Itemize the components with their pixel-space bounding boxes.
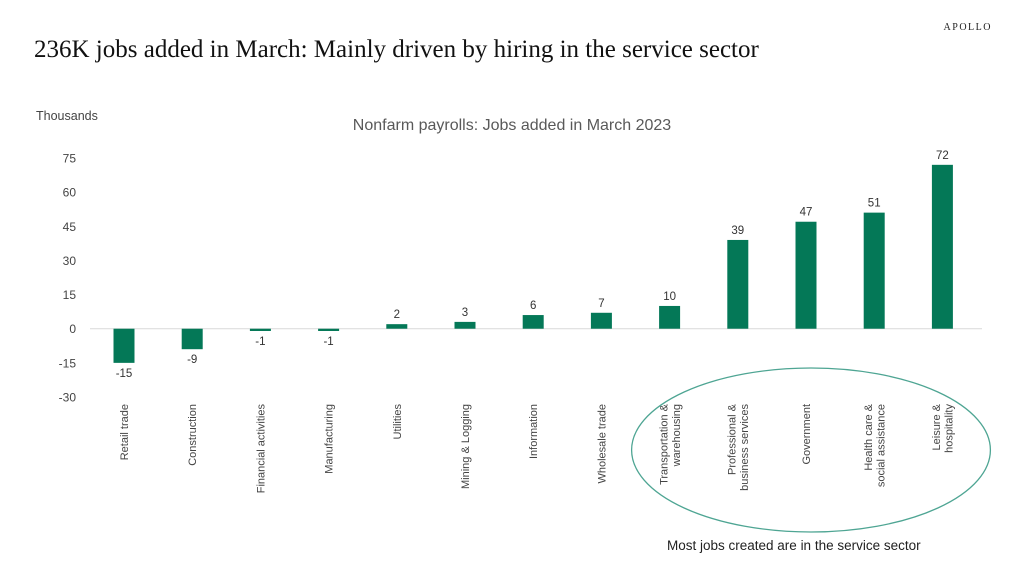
y-tick-label: 60: [63, 186, 77, 200]
x-tick-label: Retail trade: [119, 404, 131, 460]
bar-transportation-warehousing: [659, 305, 681, 329]
data-label: 51: [868, 198, 881, 210]
x-tick-label-line: Transportation &: [658, 403, 670, 485]
y-axis: 75 60 45 30 15 0 -15 -30: [59, 152, 77, 405]
x-tick-label-line: Professional &: [727, 403, 739, 475]
x-tick-label: Government: [801, 404, 813, 465]
x-tick-label: Leisure & hospitality: [931, 403, 956, 453]
y-tick-label: 15: [63, 288, 77, 302]
data-label: 2: [394, 309, 400, 321]
bar-professional-business-services: [727, 239, 749, 329]
data-label: 39: [731, 225, 744, 237]
x-tick-label: Construction: [187, 404, 199, 466]
y-tick-label: -15: [59, 356, 77, 370]
data-label: 72: [936, 150, 949, 162]
highlight-annotation: Most jobs created are in the service sec…: [667, 538, 921, 553]
x-tick-label-line: social assistance: [875, 404, 887, 487]
x-tick-label: Mining & Logging: [460, 404, 472, 489]
bar-mining-logging: [454, 321, 476, 329]
x-tick-label: Health care & social assistance: [863, 403, 888, 487]
x-tick-label-line: Government: [801, 404, 813, 465]
x-tick-label: Information: [528, 404, 540, 459]
x-tick-label: Transportation & warehousing: [658, 403, 683, 485]
x-tick-label-line: Utilities: [392, 404, 404, 440]
y-tick-label: 45: [63, 220, 77, 234]
page-title: 236K jobs added in March: Mainly driven …: [34, 36, 759, 63]
bar-health-care-social-assistance: [863, 212, 885, 329]
data-label: 3: [462, 307, 468, 319]
y-tick-label: -30: [59, 391, 77, 405]
data-label: -9: [187, 354, 197, 366]
x-tick-label-line: Manufacturing: [324, 404, 336, 474]
bar-wholesale-trade: [590, 312, 612, 329]
x-tick-label-line: Wholesale trade: [596, 404, 608, 484]
x-tick-label-line: Financial activities: [255, 404, 267, 494]
bar-manufacturing: [318, 328, 340, 331]
data-label: 6: [530, 300, 536, 312]
x-tick-label-line: Leisure &: [931, 403, 943, 450]
x-tick-label-line: Mining & Logging: [460, 404, 472, 489]
service-sector-highlight: [630, 367, 992, 533]
y-tick-label: 0: [69, 322, 76, 336]
data-labels: -15 -9 -1 -1 2 3 6 7 10 39 47 51 72: [116, 150, 949, 380]
x-tick-label: Financial activities: [255, 404, 267, 494]
x-tick-label: Manufacturing: [324, 404, 336, 474]
x-tick-label-line: business services: [739, 404, 751, 491]
x-tick-label-line: Health care &: [863, 403, 875, 470]
y-tick-label: 30: [63, 254, 77, 268]
y-axis-unit-label: Thousands: [36, 109, 98, 123]
data-label: 7: [598, 298, 604, 310]
bar-leisure-hospitality: [931, 164, 953, 329]
highlight-ellipse: [630, 367, 992, 533]
x-tick-label-line: Construction: [187, 404, 199, 466]
bar-construction: [181, 328, 203, 350]
bar-utilities: [386, 324, 408, 329]
x-tick-label-line: Retail trade: [119, 404, 131, 460]
data-label: -15: [116, 368, 133, 380]
bar-government: [795, 221, 817, 329]
x-tick-label: Utilities: [392, 404, 404, 440]
data-label: -1: [255, 336, 265, 348]
x-tick-label: Professional & business services: [727, 403, 752, 490]
bar-financial-activities: [249, 328, 271, 331]
bar-retail-trade: [113, 328, 135, 363]
y-tick-label: 75: [63, 152, 77, 166]
x-axis-labels: Retail trade Construction Financial activi…: [119, 403, 956, 493]
chart-title: Nonfarm payrolls: Jobs added in March 20…: [0, 117, 1024, 135]
data-label: 47: [800, 207, 813, 219]
x-tick-label: Wholesale trade: [596, 404, 608, 484]
brand-logo: APOLLO: [943, 22, 992, 33]
x-tick-label-line: hospitality: [944, 404, 956, 453]
chart-title-text: Nonfarm payrolls: Jobs added in March 20…: [352, 117, 672, 134]
data-label: -1: [323, 336, 333, 348]
bar-information: [522, 315, 544, 329]
data-label: 10: [663, 291, 676, 303]
x-tick-label-line: warehousing: [671, 404, 683, 467]
x-tick-label-line: Information: [528, 404, 540, 459]
bars: [113, 164, 953, 363]
